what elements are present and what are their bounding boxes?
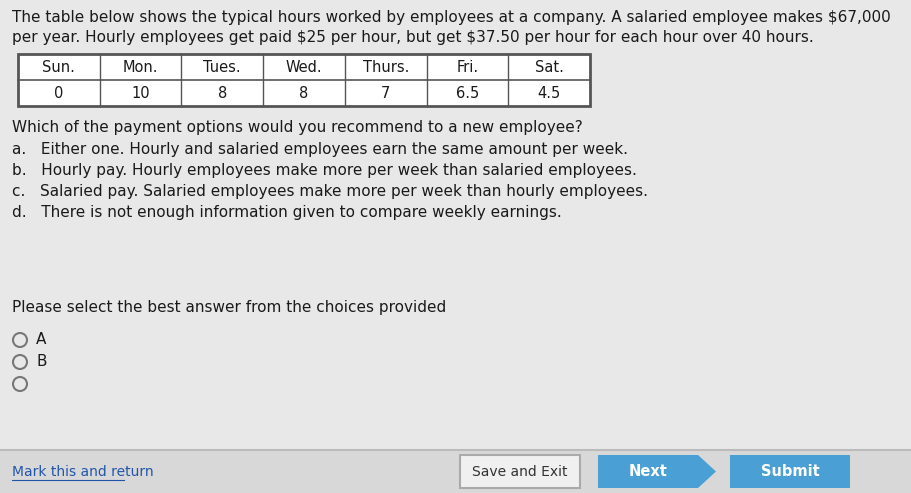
Text: d.   There is not enough information given to compare weekly earnings.: d. There is not enough information given… xyxy=(12,205,562,220)
Text: Thurs.: Thurs. xyxy=(363,60,409,74)
Bar xyxy=(0,450,911,493)
Circle shape xyxy=(13,333,27,347)
Text: 8: 8 xyxy=(218,85,227,101)
Text: 7: 7 xyxy=(381,85,391,101)
Text: c.   Salaried pay. Salaried employees make more per week than hourly employees.: c. Salaried pay. Salaried employees make… xyxy=(12,184,648,199)
Polygon shape xyxy=(598,455,716,488)
Text: per year. Hourly employees get paid \$25 per hour, but get \$37.50 per hour for : per year. Hourly employees get paid \$25… xyxy=(12,30,814,45)
Bar xyxy=(730,455,850,488)
Text: Sun.: Sun. xyxy=(43,60,76,74)
Text: A: A xyxy=(36,332,46,348)
Text: Mon.: Mon. xyxy=(123,60,159,74)
Circle shape xyxy=(13,377,27,391)
Text: Submit: Submit xyxy=(761,464,819,479)
Bar xyxy=(460,455,580,488)
Text: a.   Either one. Hourly and salaried employees earn the same amount per week.: a. Either one. Hourly and salaried emplo… xyxy=(12,142,628,157)
Bar xyxy=(18,54,590,106)
Text: Please select the best answer from the choices provided: Please select the best answer from the c… xyxy=(12,300,446,315)
Text: B: B xyxy=(36,354,46,369)
Text: Which of the payment options would you recommend to a new employee?: Which of the payment options would you r… xyxy=(12,120,583,135)
Text: Sat.: Sat. xyxy=(535,60,564,74)
Text: Fri.: Fri. xyxy=(456,60,478,74)
Text: Tues.: Tues. xyxy=(203,60,241,74)
Text: 6.5: 6.5 xyxy=(456,85,479,101)
Text: 10: 10 xyxy=(131,85,150,101)
Text: The table below shows the typical hours worked by employees at a company. A sala: The table below shows the typical hours … xyxy=(12,10,891,25)
Text: Next: Next xyxy=(629,464,668,479)
Text: b.   Hourly pay. Hourly employees make more per week than salaried employees.: b. Hourly pay. Hourly employees make mor… xyxy=(12,163,637,178)
Text: Wed.: Wed. xyxy=(286,60,322,74)
Text: 0: 0 xyxy=(54,85,64,101)
Text: Save and Exit: Save and Exit xyxy=(472,464,568,479)
Text: 4.5: 4.5 xyxy=(537,85,561,101)
Text: Mark this and return: Mark this and return xyxy=(12,464,154,479)
Bar xyxy=(18,54,590,106)
Text: 8: 8 xyxy=(300,85,309,101)
Circle shape xyxy=(13,355,27,369)
